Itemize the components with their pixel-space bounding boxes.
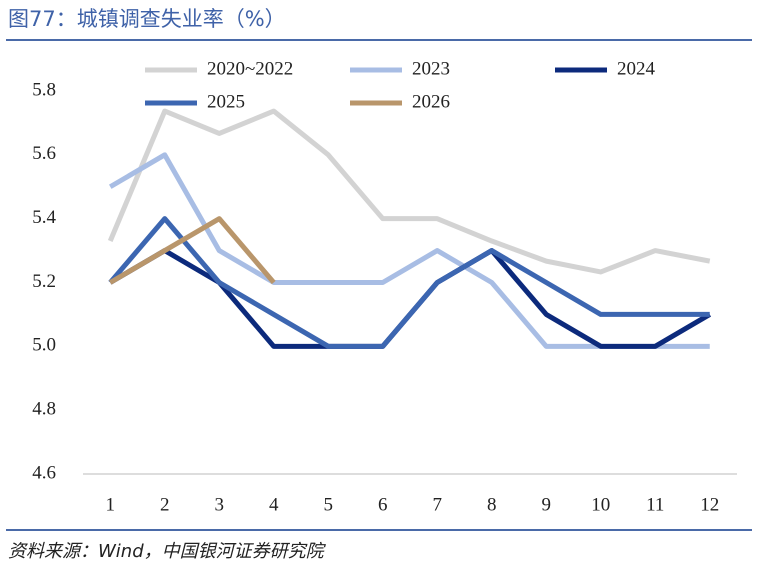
y-tick-label: 4.8 — [32, 399, 56, 420]
x-tick-label: 10 — [591, 494, 610, 515]
x-tick-label: 8 — [487, 494, 497, 515]
x-tick-label: 6 — [378, 494, 388, 515]
y-tick-label: 5.4 — [32, 207, 56, 228]
legend-label: 2025 — [207, 91, 245, 112]
series-line — [107, 108, 711, 275]
y-tick-label: 5.6 — [32, 143, 56, 164]
series-line — [108, 216, 710, 349]
x-tick-label: 9 — [542, 494, 552, 515]
x-tick-label: 4 — [269, 494, 279, 515]
legend-label: 2020~2022 — [207, 58, 293, 79]
series-line — [108, 216, 276, 285]
y-tick-label: 5.0 — [32, 335, 56, 356]
x-tick-label: 1 — [106, 494, 116, 515]
y-tick-label: 4.6 — [32, 462, 56, 483]
x-tick-label: 5 — [324, 494, 334, 515]
x-tick-label: 7 — [433, 494, 443, 515]
x-tick-label: 11 — [646, 494, 664, 515]
legend-label: 2026 — [412, 91, 450, 112]
y-tick-label: 5.8 — [32, 79, 56, 100]
x-tick-label: 3 — [215, 494, 225, 515]
legend-label: 2024 — [617, 58, 656, 79]
chart-title: 图77：城镇调查失业率（%） — [8, 7, 286, 31]
x-tick-label: 2 — [160, 494, 170, 515]
legend-label: 2023 — [412, 58, 450, 79]
y-tick-label: 5.2 — [32, 271, 56, 292]
source: 资料来源：Wind，中国银河证券研究院 — [8, 541, 327, 562]
x-tick-label: 12 — [700, 494, 719, 515]
